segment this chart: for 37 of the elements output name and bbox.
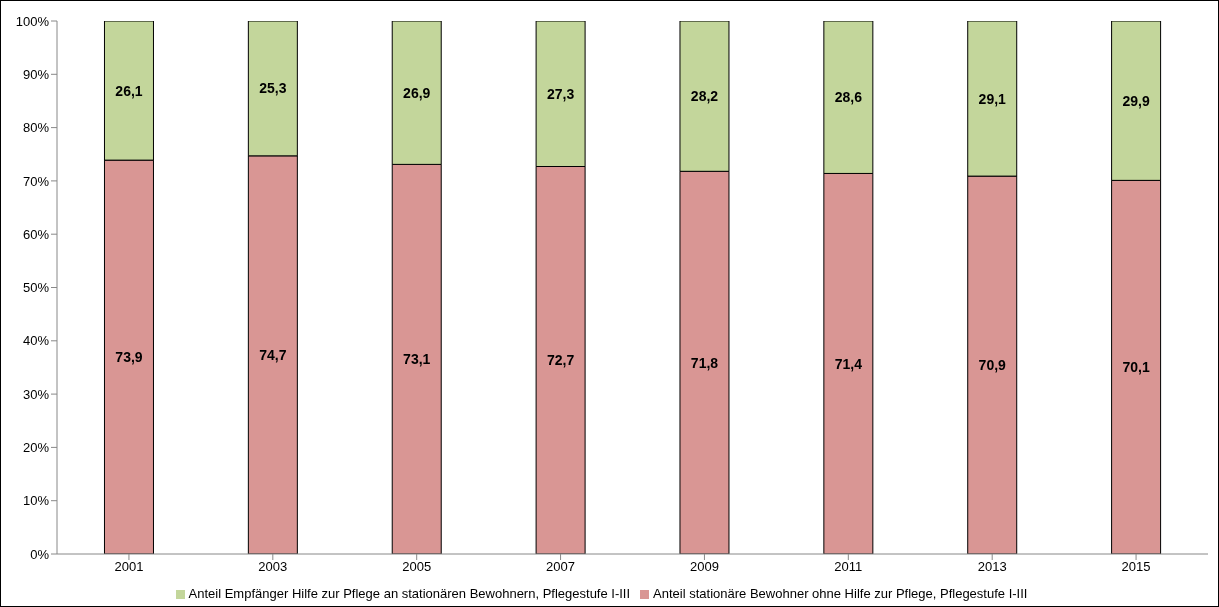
data-label: 28,2 (690, 88, 719, 105)
data-label: 71,8 (690, 354, 719, 371)
y-tick-label: 50% (22, 280, 50, 296)
data-label: 29,9 (1122, 92, 1150, 109)
y-tick-label: 80% (22, 120, 50, 136)
y-tick-label: 40% (22, 333, 50, 349)
data-label: 70,9 (978, 357, 1007, 374)
x-tick-label: 2009 (689, 559, 719, 575)
data-label: 25,3 (259, 80, 287, 97)
x-tick-label: 2011 (834, 559, 863, 575)
y-tick-label: 60% (22, 226, 50, 242)
x-tick-label: 2007 (546, 559, 576, 575)
data-label: 26,9 (403, 84, 431, 101)
data-label: 29,1 (978, 90, 1007, 107)
y-tick-label: 20% (22, 440, 50, 456)
legend-label: Anteil stationäre Bewohner ohne Hilfe zur Pflege, Pflegestufe I-III (653, 586, 1028, 601)
y-tick-label: 0% (30, 546, 50, 562)
x-tick-label: 2005 (402, 559, 432, 575)
y-tick-label: 100% (15, 13, 50, 29)
legend-label: Anteil Empfänger Hilfe zur Pflege an stationären Bewohnern, Pflegestufe I-III (188, 586, 631, 601)
data-label: 73,9 (115, 349, 143, 366)
y-tick-label: 10% (22, 493, 50, 509)
data-label: 72,7 (546, 352, 575, 369)
y-tick-label: 90% (22, 66, 50, 82)
y-tick-label: 70% (22, 173, 50, 189)
x-tick-label: 2013 (977, 559, 1007, 575)
data-label: 73,1 (403, 351, 431, 368)
data-label: 27,3 (546, 85, 575, 102)
x-tick-label: 2001 (114, 559, 144, 575)
data-label: 26,1 (115, 82, 143, 99)
data-label: 71,4 (834, 355, 863, 372)
x-tick-label: 2003 (258, 559, 288, 575)
data-label: 28,6 (834, 89, 863, 106)
data-label: 74,7 (259, 346, 287, 363)
x-tick-label: 2015 (1121, 559, 1151, 575)
data-label: 70,1 (1122, 359, 1150, 376)
y-tick-label: 30% (22, 386, 50, 402)
